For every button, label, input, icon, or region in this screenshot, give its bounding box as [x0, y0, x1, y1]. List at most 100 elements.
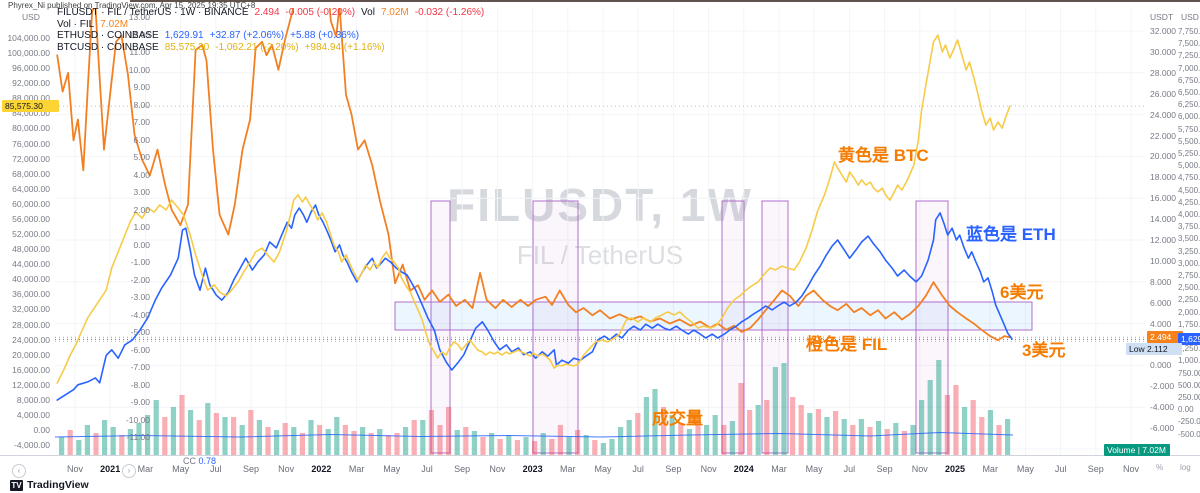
axis-scroll-left-button[interactable]: ‹ [12, 464, 26, 478]
axis-label: 12,000.00 [12, 379, 50, 390]
axis-label: 0.000 [1150, 360, 1172, 371]
volume-bar [884, 429, 890, 455]
volume-bar [274, 430, 280, 455]
volume-bar [205, 403, 211, 455]
legend-segment: 1,629.91 [164, 30, 204, 41]
volume-bar [876, 421, 882, 455]
legend-segment: 7.02M [100, 18, 129, 30]
volume-bar [454, 430, 460, 455]
annotation-fil[interactable]: 橙色是 FIL [806, 335, 888, 354]
time-axis[interactable]: Nov 2021 Mar May Jul Sep Nov 2022 Mar May Jul Sep No… [0, 455, 1200, 480]
time-label-year: 2022 [311, 464, 332, 474]
percent-scale-button[interactable]: % [1156, 463, 1164, 472]
volume-bar [523, 437, 529, 455]
axis-label: -9.00 [130, 397, 150, 407]
volume-bar [385, 435, 391, 455]
axis-label: 24,000.00 [12, 334, 50, 345]
time-label-month: Mar [137, 464, 154, 474]
axis-label: -4.000 [1150, 402, 1175, 413]
volume-bar [893, 423, 899, 455]
volume-bar [497, 439, 503, 455]
volume-bar [781, 363, 787, 455]
axis-label: 3,500.00 [1178, 234, 1200, 244]
axis-label: 13.00 [128, 12, 150, 22]
axis-label: -2.000 [1150, 381, 1175, 392]
axis-scroll-right-button[interactable]: › [122, 464, 136, 478]
drawing-box[interactable] [761, 200, 789, 454]
time-label-month: Jul [421, 464, 433, 474]
volume-pane [59, 360, 1011, 455]
axis-label: -10.00 [125, 414, 150, 425]
annotation-volume[interactable]: 成交量 [652, 409, 703, 428]
volume-bar [747, 410, 753, 455]
axis-label: 750.00 [1178, 368, 1200, 378]
volume-bar [368, 433, 374, 455]
time-label-month: Jul [632, 464, 644, 474]
axis-label: 3,000.00 [1178, 258, 1200, 268]
axis-label: 1,750.00 [1178, 319, 1200, 329]
volume-bar [755, 405, 761, 455]
axis-label: 80,000.00 [12, 123, 50, 134]
time-label-year: 2025 [944, 464, 966, 474]
axis-label: -4,000.00 [14, 440, 50, 451]
tradingview-logo-icon: TV [10, 479, 23, 491]
log-scale-button[interactable]: log [1180, 463, 1191, 472]
volume-bar [196, 420, 202, 455]
volume-bar [403, 427, 409, 455]
volume-bar [532, 441, 538, 455]
drawing-box[interactable] [430, 200, 451, 454]
volume-bar [635, 413, 641, 455]
time-label-month: Mar [348, 464, 365, 474]
volume-bar [592, 440, 598, 455]
annotation-3usd[interactable]: 3美元 [1022, 341, 1066, 360]
axis-label: 18.000 [1150, 172, 1176, 183]
legend-segment: 7.02M [380, 7, 409, 18]
volume-bar [704, 425, 710, 455]
volume-bar [325, 429, 331, 455]
legend-segment: 2.494 [254, 7, 280, 18]
volume-bar [858, 419, 864, 455]
annotation-6usd[interactable]: 6美元 [1000, 283, 1044, 302]
axis-label: 48,000.00 [12, 244, 50, 255]
axis-label: 8.00 [133, 99, 150, 110]
volume-bar [583, 435, 589, 455]
vol-legend-row[interactable]: Vol · FIL 7.02M [57, 19, 490, 31]
drawing-box[interactable] [532, 200, 579, 454]
axis-label: 32,000.00 [12, 304, 50, 315]
tradingview-logo[interactable]: TV TradingView [10, 479, 89, 491]
axis-label: 3,250.00 [1178, 246, 1200, 256]
volume-bar [566, 437, 572, 455]
volume-bar [342, 425, 348, 455]
axis-label: 4,250.00 [1178, 197, 1200, 207]
annotation-eth[interactable]: 蓝色是 ETH [966, 225, 1056, 244]
axis-label: 4,500.00 [1178, 185, 1200, 195]
cc-indicator-line [54, 431, 1014, 438]
axis-label: 100,000.00 [7, 48, 50, 59]
axis-label: -250.00 [1178, 417, 1200, 427]
legend-segment: +984.94 (+1.16%) [304, 41, 385, 53]
cc-indicator-legend[interactable]: CC 0.78 [183, 456, 216, 466]
volume-bar [480, 437, 486, 455]
btc-legend-row[interactable]: BTCUSD · COINBASE 85,575.30 -1,062.21 (-2.… [57, 42, 490, 54]
axis-label: 5,500.00 [1178, 136, 1200, 146]
annotation-btc[interactable]: 黄色是 BTC [838, 146, 929, 165]
axis-label: 2,000.00 [1178, 307, 1200, 317]
tradingview-brand-text: TradingView [27, 479, 89, 491]
axis-label: 16.000 [1150, 193, 1176, 204]
legend-segment: -0.005 (-0.20%) [285, 7, 356, 18]
legend-segment: FILUSDT · FIL / TetherUS · 1W · BINANCE [57, 7, 249, 18]
volume-bar [953, 385, 959, 455]
ethusd-line [56, 204, 1013, 401]
axis-label: 76,000.00 [12, 138, 50, 149]
fil-legend-row[interactable]: FILUSDT · FIL / TetherUS · 1W · BINANCE 2… [57, 7, 490, 19]
eth-legend-row[interactable]: ETHUSD · COINBASE 1,629.91 +32.87 (+2.06%)… [57, 30, 490, 42]
volume-bar [798, 405, 804, 455]
volume-bar [996, 425, 1002, 455]
axis-label: 4.00 [133, 169, 150, 180]
volume-bar [970, 400, 976, 455]
time-label-month: Jul [210, 464, 222, 474]
volume-bar [575, 430, 581, 455]
axis-label: 44,000.00 [12, 259, 50, 270]
